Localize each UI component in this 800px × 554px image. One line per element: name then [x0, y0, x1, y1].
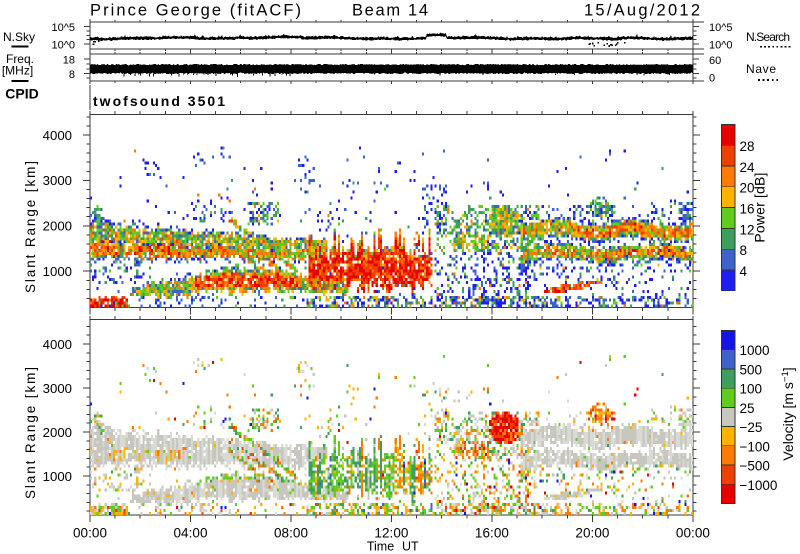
svg-text:08:00: 08:00	[274, 525, 308, 540]
svg-text:4: 4	[740, 264, 748, 279]
svg-text:Velocity [m s−1]: Velocity [m s−1]	[780, 367, 796, 460]
svg-text:100: 100	[740, 382, 763, 397]
svg-text:16:00: 16:00	[475, 525, 509, 540]
svg-text:4000: 4000	[43, 128, 72, 143]
svg-text:Nave: Nave	[746, 62, 776, 76]
svg-text:UT: UT	[402, 539, 419, 553]
svg-text:−500: −500	[740, 459, 770, 474]
svg-text:3000: 3000	[43, 173, 72, 188]
svg-text:N.Sky: N.Sky	[3, 30, 35, 44]
svg-text:500: 500	[740, 362, 763, 377]
svg-text:60: 60	[709, 55, 721, 67]
svg-text:28: 28	[740, 139, 755, 154]
svg-text:Slant Range [km]: Slant Range [km]	[23, 367, 38, 499]
svg-text:00:00: 00:00	[676, 525, 710, 540]
svg-text:Beam 14: Beam 14	[352, 2, 428, 20]
svg-text:12: 12	[740, 222, 755, 237]
svg-text:12:00: 12:00	[374, 525, 408, 540]
svg-text:15/Aug/2012: 15/Aug/2012	[584, 2, 700, 20]
svg-text:−1000: −1000	[740, 478, 778, 493]
svg-text:Prince George (fitACF): Prince George (fitACF)	[90, 2, 301, 20]
svg-text:1000: 1000	[43, 469, 72, 484]
svg-text:10^5: 10^5	[709, 22, 733, 34]
svg-text:16: 16	[740, 202, 755, 217]
svg-text:−25: −25	[740, 420, 763, 435]
svg-text:24: 24	[740, 160, 756, 175]
svg-text:−100: −100	[740, 439, 770, 454]
svg-text:2000: 2000	[43, 425, 72, 440]
svg-text:Freq.: Freq.	[6, 52, 34, 66]
svg-text:Time: Time	[367, 539, 394, 553]
svg-text:3000: 3000	[43, 381, 72, 396]
svg-text:CPID: CPID	[5, 86, 38, 102]
svg-text:10^5: 10^5	[51, 22, 75, 34]
svg-text:4000: 4000	[43, 337, 72, 352]
svg-text:1000: 1000	[43, 264, 72, 279]
svg-text:25: 25	[740, 401, 755, 416]
svg-text:20:00: 20:00	[575, 525, 609, 540]
svg-text:18: 18	[63, 55, 75, 67]
svg-text:[MHz]: [MHz]	[2, 64, 33, 78]
svg-text:0: 0	[709, 73, 715, 85]
svg-text:1000: 1000	[740, 343, 770, 358]
svg-text:10^0: 10^0	[51, 40, 75, 52]
svg-text:8: 8	[740, 243, 748, 258]
svg-text:Power [dB]: Power [dB]	[752, 173, 768, 243]
svg-text:04:00: 04:00	[174, 525, 208, 540]
svg-text:00:00: 00:00	[73, 525, 107, 540]
svg-text:2000: 2000	[43, 219, 72, 234]
svg-text:8: 8	[69, 69, 75, 81]
svg-text:Slant Range [km]: Slant Range [km]	[23, 161, 38, 293]
svg-text:N.Search: N.Search	[746, 30, 790, 44]
svg-text:10^0: 10^0	[709, 40, 733, 52]
svg-text:20: 20	[740, 181, 755, 196]
